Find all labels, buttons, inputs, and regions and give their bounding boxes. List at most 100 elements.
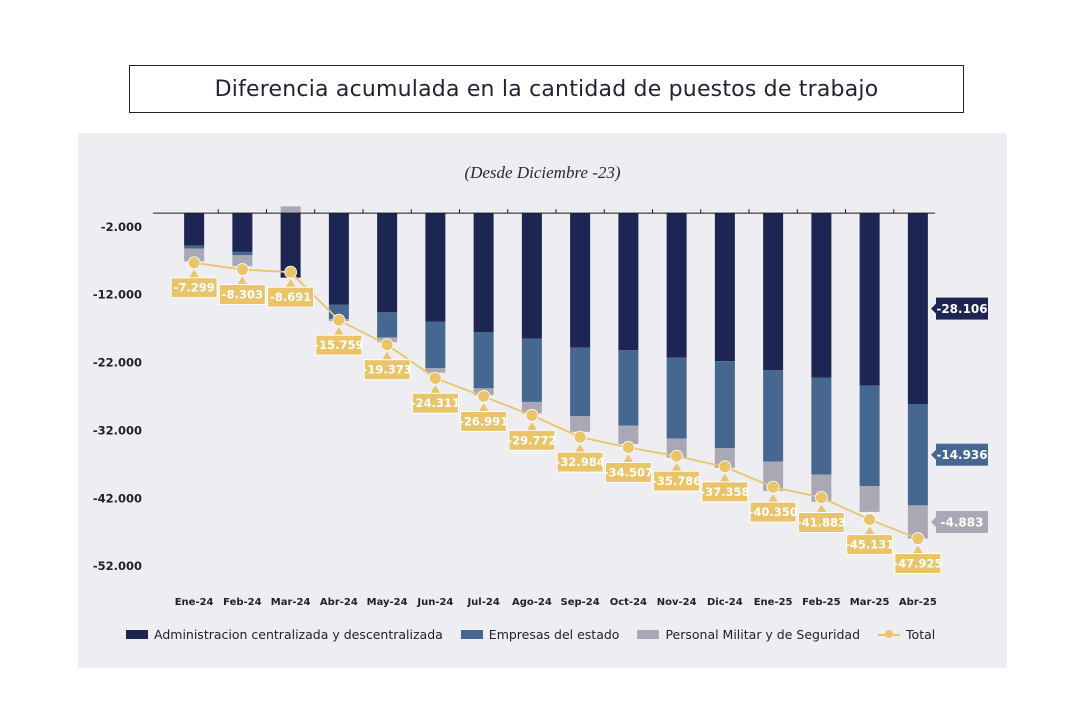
total-label-box xyxy=(363,359,411,381)
total-label-box xyxy=(894,553,942,575)
total-label-pointer xyxy=(382,351,393,360)
legend: Administracion centralizada y descentral… xyxy=(126,627,935,642)
x-tick-label: Feb-24 xyxy=(223,597,261,608)
x-tick-label: Jul-24 xyxy=(466,597,499,608)
total-data-label: -15.759 xyxy=(314,338,363,352)
total-data-label: -7.299 xyxy=(174,281,215,295)
legend-swatch-admin xyxy=(126,630,148,639)
bar-segment-0 xyxy=(618,213,639,351)
x-tick-label: Dic-24 xyxy=(707,597,743,608)
total-label-box xyxy=(218,284,266,306)
bar-segment-0 xyxy=(184,213,205,246)
bar-segment-2 xyxy=(184,248,205,262)
total-point xyxy=(766,480,780,494)
legend-swatch-militar xyxy=(637,630,660,639)
x-tick-label: May-24 xyxy=(367,597,408,608)
total-label-pointer xyxy=(285,279,296,288)
legend-label-militar: Personal Militar y de Seguridad xyxy=(665,627,861,642)
end-callout-box xyxy=(936,297,988,320)
total-label-pointer xyxy=(333,327,344,336)
total-line xyxy=(193,261,919,540)
total-label-pointer xyxy=(478,403,489,412)
total-label-box xyxy=(508,429,556,451)
total-data-label: -41.883 xyxy=(797,516,846,530)
y-tick-label: -22.000 xyxy=(93,356,142,370)
total-label-pointer xyxy=(189,269,200,278)
total-point xyxy=(573,430,587,444)
legend-swatch-total xyxy=(878,630,901,639)
total-point xyxy=(235,263,249,276)
chart-title: Diferencia acumulada en la cantidad de p… xyxy=(214,76,879,102)
total-data-label: -24.311 xyxy=(411,396,460,410)
total-label-box xyxy=(749,501,797,523)
bar-segment-0 xyxy=(714,213,735,362)
bar-segment-0 xyxy=(425,213,446,322)
total-label-box xyxy=(460,410,508,432)
total-label-pointer xyxy=(816,504,827,513)
bar-segment-2 xyxy=(425,367,446,373)
chart-subtitle: (Desde Diciembre -23) xyxy=(464,163,621,182)
bar-segment-0 xyxy=(377,213,398,313)
x-tick-label: Ago-24 xyxy=(512,597,552,608)
total-point xyxy=(284,265,298,279)
total-point xyxy=(380,338,394,352)
end-callout-pointer xyxy=(931,449,936,460)
legend-item-militar: Personal Militar y de Seguridad xyxy=(637,627,860,642)
total-data-label: -47.925 xyxy=(893,557,942,571)
x-tick-label: Ene-24 xyxy=(175,597,214,608)
total-data-label: -40.350 xyxy=(749,505,798,519)
x-tick-label: Ene-25 xyxy=(754,597,793,608)
y-tick-label: -32.000 xyxy=(93,423,142,437)
stacked-bar-chart: -2.000 -12.000 -22.000 -32.000 -42.000 -52.00… xyxy=(93,206,988,608)
total-data-label: -35.786 xyxy=(652,474,701,488)
end-callout-label: -14.936 xyxy=(936,448,987,462)
total-data-label: -32.984 xyxy=(556,455,605,469)
total-label-box xyxy=(267,286,315,308)
total-data-label: -8.303 xyxy=(222,288,263,302)
bar-segment-0 xyxy=(666,213,687,358)
bar-segment-1 xyxy=(666,357,687,439)
bar-segment-2 xyxy=(618,425,639,445)
x-tick-label: Jun-24 xyxy=(416,597,453,608)
bar-segment-0 xyxy=(328,213,349,305)
bar-segment-1 xyxy=(714,361,735,449)
total-label-pointer xyxy=(671,463,682,472)
total-label-pointer xyxy=(719,473,730,482)
end-callout-label: -4.883 xyxy=(941,515,984,529)
bar-segment-2 xyxy=(570,416,591,432)
end-callout-box xyxy=(936,510,988,533)
total-label-box xyxy=(846,534,894,556)
total-point xyxy=(477,390,491,403)
total-point xyxy=(718,460,732,474)
total-label-pointer xyxy=(864,526,875,535)
y-tick-label: -12.000 xyxy=(93,288,142,302)
total-label-pointer xyxy=(623,454,634,463)
x-tick-label: Oct-24 xyxy=(610,597,647,608)
chart-title-box: Diferencia acumulada en la cantidad de p… xyxy=(129,65,964,113)
bar-segment-0 xyxy=(859,213,880,386)
total-label-box xyxy=(701,481,749,503)
total-data-label: -29.772 xyxy=(507,433,556,447)
bar-segment-0 xyxy=(763,213,784,371)
legend-swatch-empresas xyxy=(460,630,483,639)
bar-segment-0 xyxy=(473,213,494,332)
total-label-box xyxy=(797,512,845,534)
end-callout-pointer xyxy=(931,303,936,314)
total-label-box xyxy=(653,470,701,492)
bar-segment-1 xyxy=(811,377,832,475)
bar-segment-1 xyxy=(570,347,591,417)
total-label-box xyxy=(556,451,604,473)
total-point xyxy=(670,449,684,463)
x-tick-label: Mar-25 xyxy=(850,597,890,608)
bar-segment-1 xyxy=(184,245,205,249)
chart-panel: (Desde Diciembre -23) -2.000 -12.000 -22.0… xyxy=(78,133,1007,668)
total-data-label: -37.358 xyxy=(700,485,749,499)
total-label-pointer xyxy=(526,422,537,431)
total-label-pointer xyxy=(575,444,586,453)
bar-segment-2 xyxy=(859,486,880,512)
end-callout-pointer xyxy=(931,516,936,527)
x-tick-label: Sep-24 xyxy=(561,597,600,608)
total-point xyxy=(621,441,635,454)
total-point xyxy=(187,256,201,270)
y-tick-label: -2.000 xyxy=(101,220,142,234)
